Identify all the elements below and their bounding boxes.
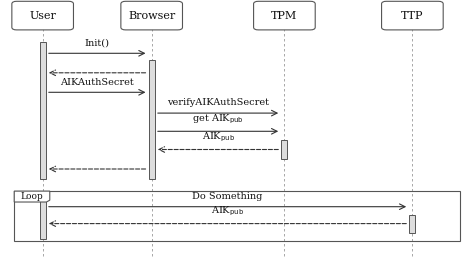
FancyBboxPatch shape [382,1,443,30]
Text: Loop: Loop [21,192,43,201]
Text: AIK$_{\mathrm{pub}}$: AIK$_{\mathrm{pub}}$ [211,204,244,218]
Polygon shape [14,191,50,202]
Text: Do Something: Do Something [192,192,263,201]
Bar [14,191,460,240]
Bar [39,42,46,179]
Bar [282,140,287,159]
FancyBboxPatch shape [254,1,315,30]
Text: get AIK$_{\mathrm{pub}}$: get AIK$_{\mathrm{pub}}$ [192,112,244,126]
FancyBboxPatch shape [121,1,182,30]
Text: User: User [29,11,56,21]
Bar [148,60,155,179]
Bar [39,195,46,239]
Text: TPM: TPM [271,11,298,21]
Text: AIK$_{\mathrm{pub}}$: AIK$_{\mathrm{pub}}$ [201,130,235,144]
Text: TTP: TTP [401,11,424,21]
Bar [410,214,415,233]
Text: verifyAIKAuthSecret: verifyAIKAuthSecret [167,98,269,107]
Text: AIKAuthSecret: AIKAuthSecret [60,77,134,87]
Text: Init(): Init() [85,38,109,48]
FancyBboxPatch shape [12,1,73,30]
Text: Browser: Browser [128,11,175,21]
